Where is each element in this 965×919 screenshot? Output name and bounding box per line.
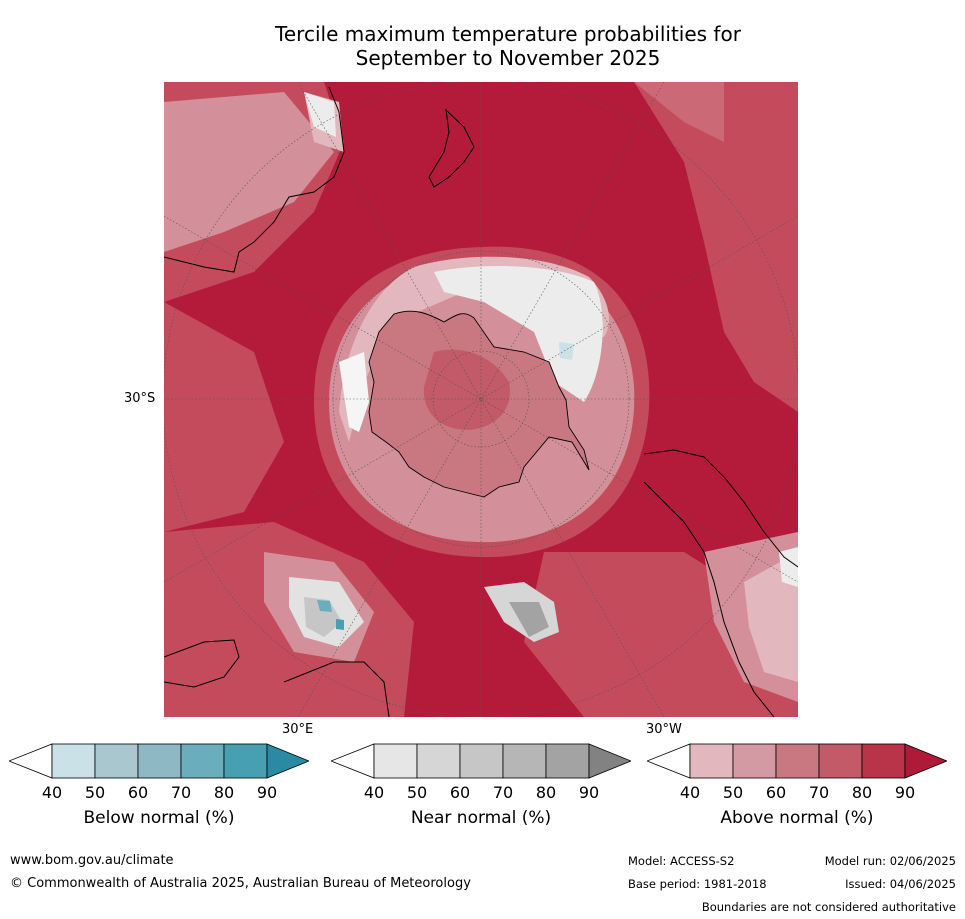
probability-patch [434, 266, 603, 402]
colorbar-over-triangle [588, 743, 631, 779]
colorbar-tick-label: 40 [363, 783, 385, 802]
probability-patch [634, 82, 724, 142]
colorbar [331, 743, 631, 779]
antarctic-interior-patch [423, 349, 510, 430]
colorbar-tick-label: 70 [808, 783, 830, 802]
colorbar-ticks: 40 50 60 70 80 90 [9, 783, 309, 803]
title-line-2: September to November 2025 [355, 46, 661, 70]
probability-patch [304, 597, 342, 637]
colorbar-segment [94, 743, 139, 779]
colorbar-tick-label: 80 [213, 783, 235, 802]
base-period-text: Base period: 1981-2018 [628, 877, 767, 891]
legend-caption: Above normal (%) [720, 808, 874, 828]
probability-patch [634, 82, 798, 412]
disclaimer-text: Boundaries are not considered authoritat… [701, 900, 956, 914]
colorbar-tick-label: 90 [256, 783, 278, 802]
probability-patch [164, 92, 334, 252]
probability-patch [744, 552, 798, 682]
latitude-label: 30°S [124, 391, 156, 406]
legend-caption: Below normal (%) [83, 808, 235, 828]
colorbar-segment [223, 743, 268, 779]
probability-patch [317, 600, 332, 612]
probability-patch [559, 342, 574, 360]
probability-patch [304, 92, 336, 137]
colorbar-segment [459, 743, 504, 779]
colorbar-ticks: 40 50 60 70 80 90 [331, 783, 631, 803]
probability-map [164, 82, 798, 717]
map-title: Tercile maximum temperature probabilitie… [0, 22, 965, 70]
probability-patch [336, 619, 344, 630]
colorbar-tick-label: 80 [535, 783, 557, 802]
colorbar-tick-label: 70 [492, 783, 514, 802]
new-zealand-coastline [428, 108, 475, 188]
model-text: Model: ACCESS-S2 [628, 854, 735, 868]
colorbar-segment [51, 743, 96, 779]
colorbar-over-triangle [266, 743, 309, 779]
colorbar-segment [137, 743, 182, 779]
colorbar-segment [416, 743, 461, 779]
colorbar-over-triangle [904, 743, 947, 779]
colorbar-tick-label: 50 [722, 783, 744, 802]
colorbar-under-triangle [647, 743, 691, 779]
colorbar-ticks: 40 50 60 70 80 90 [647, 783, 947, 803]
colorbar-tick-label: 90 [894, 783, 916, 802]
longitude-label-west: 30°W [646, 722, 682, 737]
colorbar-tick-label: 40 [41, 783, 63, 802]
colorbar-under-triangle [331, 743, 375, 779]
colorbar-segment [180, 743, 225, 779]
colorbar-tick-label: 50 [84, 783, 106, 802]
colorbar-tick-label: 60 [127, 783, 149, 802]
colorbar [647, 743, 947, 779]
colorbar-segment [818, 743, 863, 779]
colorbar-segment [775, 743, 820, 779]
colorbar [9, 743, 309, 779]
colorbar-tick-label: 60 [765, 783, 787, 802]
website-link[interactable]: www.bom.gov.au/climate [10, 853, 174, 868]
colorbar-tick-label: 40 [679, 783, 701, 802]
probability-patch [339, 352, 369, 432]
colorbar-segment [732, 743, 777, 779]
colorbar-under-triangle [9, 743, 53, 779]
colorbar-segment [502, 743, 547, 779]
colorbar-segment [373, 743, 418, 779]
australia-coastline [164, 86, 345, 273]
graticule [164, 82, 798, 717]
colorbar-segment [861, 743, 906, 779]
colorbar-tick-label: 90 [578, 783, 600, 802]
colorbar-segment [545, 743, 590, 779]
legend-caption: Near normal (%) [410, 808, 552, 828]
colorbar-tick-label: 70 [170, 783, 192, 802]
colorbar-segment [689, 743, 734, 779]
africa-coastline [164, 639, 390, 717]
copyright-text: © Commonwealth of Australia 2025, Austra… [10, 876, 471, 891]
colorbar-tick-label: 80 [851, 783, 873, 802]
issued-text: Issued: 04/06/2025 [845, 877, 956, 891]
probability-patch [164, 302, 284, 532]
title-line-1: Tercile maximum temperature probabilitie… [275, 22, 741, 46]
colorbar-tick-label: 60 [449, 783, 471, 802]
longitude-label-east: 30°E [282, 722, 314, 737]
probability-patch [509, 602, 549, 637]
model-run-text: Model run: 02/06/2025 [824, 854, 956, 868]
colorbar-tick-label: 50 [406, 783, 428, 802]
